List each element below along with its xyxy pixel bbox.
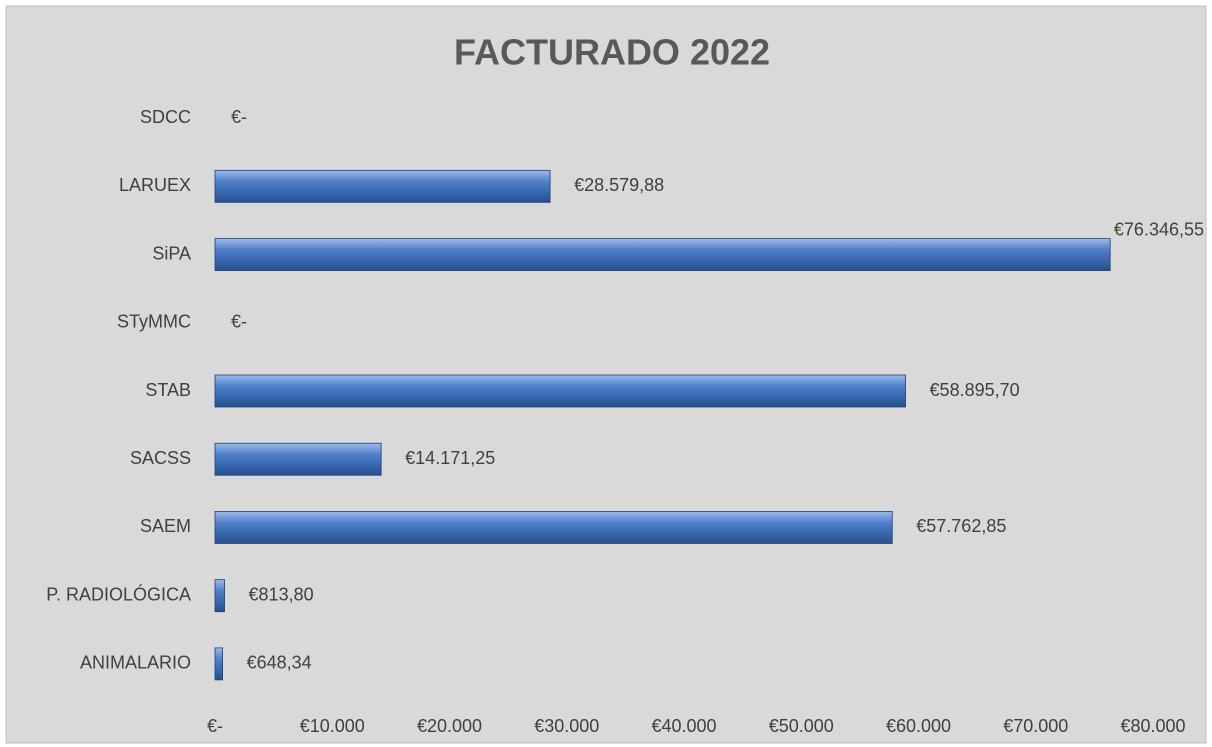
bar bbox=[214, 374, 906, 408]
y-tick-label: SACSS bbox=[130, 448, 191, 468]
bar bbox=[214, 579, 225, 613]
y-tick-label: STAB bbox=[145, 380, 191, 400]
x-tick-label: €10.000 bbox=[300, 716, 365, 736]
x-tick-label: €40.000 bbox=[651, 716, 716, 736]
x-tick-label: €50.000 bbox=[769, 716, 834, 736]
data-label: €- bbox=[231, 107, 247, 127]
data-label: €57.762,85 bbox=[916, 516, 1006, 536]
bar bbox=[214, 169, 551, 203]
x-tick-label: €20.000 bbox=[417, 716, 482, 736]
y-tick-label: STyMMC bbox=[117, 312, 191, 332]
x-tick-label: €70.000 bbox=[1003, 716, 1068, 736]
x-tick-label: €60.000 bbox=[886, 716, 951, 736]
data-label: €76.346,55 bbox=[1114, 219, 1204, 239]
bar bbox=[214, 511, 893, 544]
y-tick-label: SAEM bbox=[140, 516, 191, 536]
data-label: €58.895,70 bbox=[930, 380, 1020, 400]
bar bbox=[214, 442, 382, 476]
chart-title: FACTURADO 2022 bbox=[454, 32, 770, 73]
x-tick-label: €30.000 bbox=[534, 716, 599, 736]
y-tick-label: SDCC bbox=[140, 107, 191, 127]
bar bbox=[214, 238, 1111, 271]
y-tick-label: SiPA bbox=[152, 243, 191, 263]
data-label: €28.579,88 bbox=[574, 175, 664, 195]
x-tick-label: €- bbox=[207, 716, 223, 736]
data-label: €648,34 bbox=[247, 653, 312, 673]
y-tick-label: LARUEX bbox=[119, 175, 191, 195]
y-tick-label: P. RADIOLÓGICA bbox=[46, 583, 191, 604]
data-label: €813,80 bbox=[249, 584, 314, 604]
y-tick-label: ANIMALARIO bbox=[80, 653, 191, 673]
data-label: €- bbox=[231, 312, 247, 332]
chart-background bbox=[5, 5, 1207, 744]
x-tick-label: €80.000 bbox=[1120, 716, 1185, 736]
bar bbox=[214, 647, 224, 681]
data-label: €14.171,25 bbox=[405, 448, 495, 468]
